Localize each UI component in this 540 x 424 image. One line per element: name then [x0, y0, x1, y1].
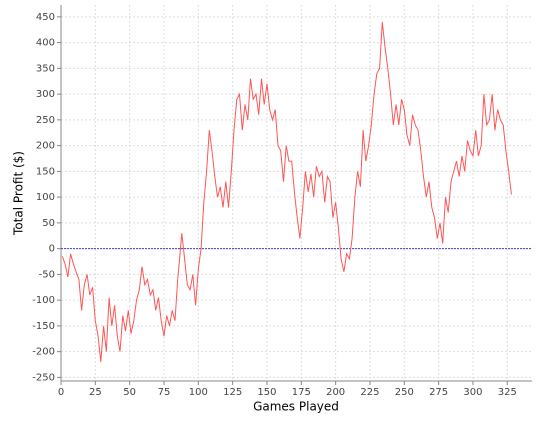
- x-tick-label: 200: [326, 387, 345, 398]
- data-line: [61, 21, 512, 362]
- y-tick-label: -150: [32, 321, 55, 332]
- x-tick-label: 75: [158, 387, 171, 398]
- y-tick-label: 100: [36, 192, 55, 203]
- y-tick-label: -50: [39, 269, 55, 280]
- y-tick-label: 300: [36, 89, 55, 100]
- y-tick-label: -250: [32, 372, 55, 383]
- y-tick-label: -200: [32, 347, 55, 358]
- y-tick-label: 450: [36, 12, 55, 23]
- y-tick-label: 50: [42, 218, 55, 229]
- y-tick-label: 0: [49, 244, 55, 255]
- x-tick-label: 150: [257, 387, 276, 398]
- y-tick-label: -100: [32, 295, 55, 306]
- x-tick-label: 100: [189, 387, 208, 398]
- x-axis-label: Games Played: [253, 400, 339, 414]
- x-tick-label: 50: [123, 387, 136, 398]
- x-tick-label: 250: [395, 387, 414, 398]
- x-tick-label: 300: [463, 387, 482, 398]
- x-tick-label: 0: [58, 387, 64, 398]
- y-tick-label: 350: [36, 63, 55, 74]
- x-tick-label: 225: [360, 387, 379, 398]
- x-tick-label: 175: [292, 387, 311, 398]
- x-tick-label: 125: [223, 387, 242, 398]
- plot-area: [61, 5, 532, 381]
- x-tick-label: 25: [89, 387, 102, 398]
- y-tick-label: 400: [36, 38, 55, 49]
- y-axis-label: Total Profit ($): [12, 151, 26, 236]
- y-tick-label: 250: [36, 115, 55, 126]
- y-tick-label: 150: [36, 166, 55, 177]
- x-tick-label: 275: [429, 387, 448, 398]
- y-tick-label: 200: [36, 141, 55, 152]
- x-tick-label: 325: [498, 387, 517, 398]
